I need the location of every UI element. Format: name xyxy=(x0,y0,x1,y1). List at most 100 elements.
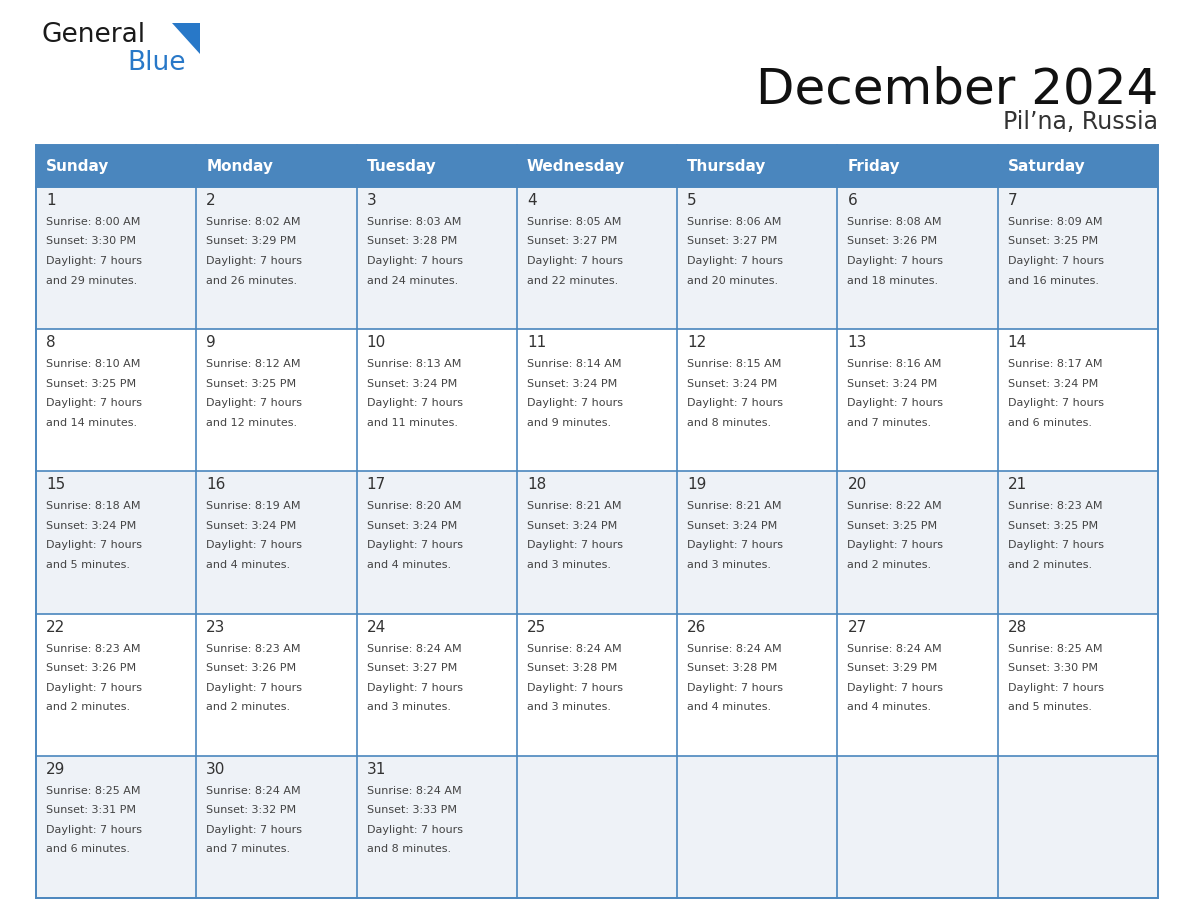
Text: and 4 minutes.: and 4 minutes. xyxy=(367,560,450,570)
Text: Daylight: 7 hours: Daylight: 7 hours xyxy=(207,683,302,692)
Text: Sunset: 3:28 PM: Sunset: 3:28 PM xyxy=(367,237,457,247)
Text: 13: 13 xyxy=(847,335,867,350)
Text: Sunset: 3:24 PM: Sunset: 3:24 PM xyxy=(687,379,777,388)
Bar xyxy=(36,472,196,613)
Text: 21: 21 xyxy=(1007,477,1026,492)
Text: Tuesday: Tuesday xyxy=(367,159,436,174)
Bar xyxy=(677,472,838,613)
Text: and 11 minutes.: and 11 minutes. xyxy=(367,418,457,428)
Bar xyxy=(998,330,1158,472)
Text: Sunrise: 8:21 AM: Sunrise: 8:21 AM xyxy=(526,501,621,511)
Bar xyxy=(998,613,1158,756)
Text: and 29 minutes.: and 29 minutes. xyxy=(46,275,138,285)
Text: Sunrise: 8:09 AM: Sunrise: 8:09 AM xyxy=(1007,217,1102,227)
Text: Sunrise: 8:00 AM: Sunrise: 8:00 AM xyxy=(46,217,140,227)
Text: 5: 5 xyxy=(687,193,697,208)
Text: 25: 25 xyxy=(526,620,546,634)
Text: Sunrise: 8:13 AM: Sunrise: 8:13 AM xyxy=(367,359,461,369)
Text: Sunrise: 8:06 AM: Sunrise: 8:06 AM xyxy=(687,217,782,227)
Bar xyxy=(36,145,196,187)
Bar xyxy=(998,756,1158,898)
Text: Sunset: 3:30 PM: Sunset: 3:30 PM xyxy=(46,237,135,247)
Text: 6: 6 xyxy=(847,193,858,208)
Text: and 7 minutes.: and 7 minutes. xyxy=(207,845,290,855)
Text: 10: 10 xyxy=(367,335,386,350)
Text: and 9 minutes.: and 9 minutes. xyxy=(526,418,611,428)
Text: Daylight: 7 hours: Daylight: 7 hours xyxy=(526,541,623,551)
Bar xyxy=(196,472,356,613)
Text: General: General xyxy=(42,22,146,48)
Text: Sunrise: 8:23 AM: Sunrise: 8:23 AM xyxy=(207,644,301,654)
Text: Sunset: 3:32 PM: Sunset: 3:32 PM xyxy=(207,805,297,815)
Text: Daylight: 7 hours: Daylight: 7 hours xyxy=(526,398,623,409)
Text: Sunrise: 8:24 AM: Sunrise: 8:24 AM xyxy=(367,644,461,654)
Bar xyxy=(36,330,196,472)
Text: and 20 minutes.: and 20 minutes. xyxy=(687,275,778,285)
Text: and 3 minutes.: and 3 minutes. xyxy=(526,702,611,712)
Bar xyxy=(517,613,677,756)
Text: Sunrise: 8:18 AM: Sunrise: 8:18 AM xyxy=(46,501,140,511)
Text: and 8 minutes.: and 8 minutes. xyxy=(367,845,450,855)
Text: 11: 11 xyxy=(526,335,546,350)
Bar xyxy=(838,613,998,756)
Text: 28: 28 xyxy=(1007,620,1026,634)
Text: Sunset: 3:25 PM: Sunset: 3:25 PM xyxy=(1007,237,1098,247)
Text: and 14 minutes.: and 14 minutes. xyxy=(46,418,137,428)
Text: Wednesday: Wednesday xyxy=(526,159,625,174)
Text: Daylight: 7 hours: Daylight: 7 hours xyxy=(1007,398,1104,409)
Text: Blue: Blue xyxy=(127,50,185,76)
Text: Saturday: Saturday xyxy=(1007,159,1086,174)
Text: Sunset: 3:24 PM: Sunset: 3:24 PM xyxy=(526,379,617,388)
Bar xyxy=(838,187,998,330)
Text: Sunset: 3:33 PM: Sunset: 3:33 PM xyxy=(367,805,456,815)
Text: and 22 minutes.: and 22 minutes. xyxy=(526,275,618,285)
Text: Sunset: 3:24 PM: Sunset: 3:24 PM xyxy=(207,521,297,531)
Bar xyxy=(517,472,677,613)
Text: Sunset: 3:31 PM: Sunset: 3:31 PM xyxy=(46,805,135,815)
Text: Sunrise: 8:24 AM: Sunrise: 8:24 AM xyxy=(526,644,621,654)
Text: 23: 23 xyxy=(207,620,226,634)
Text: Sunset: 3:28 PM: Sunset: 3:28 PM xyxy=(687,663,777,673)
Text: Sunset: 3:24 PM: Sunset: 3:24 PM xyxy=(367,521,457,531)
Bar xyxy=(356,756,517,898)
Bar xyxy=(196,330,356,472)
Text: Sunset: 3:24 PM: Sunset: 3:24 PM xyxy=(1007,379,1098,388)
Text: Sunset: 3:29 PM: Sunset: 3:29 PM xyxy=(207,237,297,247)
Text: Sunrise: 8:17 AM: Sunrise: 8:17 AM xyxy=(1007,359,1102,369)
Text: Sunset: 3:24 PM: Sunset: 3:24 PM xyxy=(526,521,617,531)
Bar xyxy=(677,330,838,472)
Text: Sunrise: 8:23 AM: Sunrise: 8:23 AM xyxy=(46,644,140,654)
Text: and 2 minutes.: and 2 minutes. xyxy=(46,702,131,712)
Text: 15: 15 xyxy=(46,477,65,492)
Text: Sunset: 3:24 PM: Sunset: 3:24 PM xyxy=(367,379,457,388)
Text: Sunrise: 8:24 AM: Sunrise: 8:24 AM xyxy=(367,786,461,796)
Bar xyxy=(517,330,677,472)
Text: Daylight: 7 hours: Daylight: 7 hours xyxy=(367,541,462,551)
Bar xyxy=(196,187,356,330)
Text: Daylight: 7 hours: Daylight: 7 hours xyxy=(847,683,943,692)
Text: Sunrise: 8:14 AM: Sunrise: 8:14 AM xyxy=(526,359,621,369)
Text: Daylight: 7 hours: Daylight: 7 hours xyxy=(46,256,143,266)
Text: 27: 27 xyxy=(847,620,867,634)
Text: Daylight: 7 hours: Daylight: 7 hours xyxy=(847,541,943,551)
Text: Daylight: 7 hours: Daylight: 7 hours xyxy=(46,824,143,834)
Text: 31: 31 xyxy=(367,762,386,777)
Text: Daylight: 7 hours: Daylight: 7 hours xyxy=(207,824,302,834)
Text: 4: 4 xyxy=(526,193,537,208)
Text: and 2 minutes.: and 2 minutes. xyxy=(1007,560,1092,570)
Text: Sunrise: 8:24 AM: Sunrise: 8:24 AM xyxy=(847,644,942,654)
Text: Sunrise: 8:25 AM: Sunrise: 8:25 AM xyxy=(1007,644,1102,654)
Text: Sunrise: 8:24 AM: Sunrise: 8:24 AM xyxy=(687,644,782,654)
Text: 1: 1 xyxy=(46,193,56,208)
Text: Sunrise: 8:24 AM: Sunrise: 8:24 AM xyxy=(207,786,301,796)
Text: 18: 18 xyxy=(526,477,546,492)
Bar xyxy=(517,756,677,898)
Text: Sunset: 3:25 PM: Sunset: 3:25 PM xyxy=(207,379,297,388)
Bar xyxy=(517,145,677,187)
Text: Daylight: 7 hours: Daylight: 7 hours xyxy=(46,683,143,692)
Text: Sunset: 3:25 PM: Sunset: 3:25 PM xyxy=(46,379,137,388)
Text: Daylight: 7 hours: Daylight: 7 hours xyxy=(367,824,462,834)
Text: Sunrise: 8:10 AM: Sunrise: 8:10 AM xyxy=(46,359,140,369)
Text: and 3 minutes.: and 3 minutes. xyxy=(367,702,450,712)
Bar xyxy=(677,613,838,756)
